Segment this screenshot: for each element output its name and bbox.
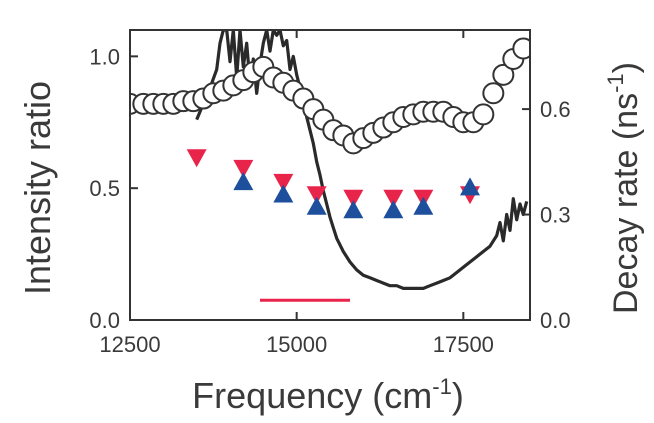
y-right-tick-label: 0.6 — [540, 97, 571, 122]
x-tick-label: 17500 — [433, 332, 494, 357]
data-marks — [130, 30, 530, 302]
up-triangle-point — [306, 196, 327, 215]
y-right-tick-label: 0.3 — [540, 203, 571, 228]
up-triangle-point — [413, 196, 434, 215]
y-right-tick-label: 0.0 — [540, 308, 571, 333]
down-triangle-point — [233, 159, 254, 178]
y-axis-right-title: Decay rate (ns-1) — [603, 62, 645, 314]
up-triangle-point — [273, 184, 294, 203]
open-circle-point — [492, 63, 515, 86]
y-left-tick-label: 0.0 — [89, 308, 120, 333]
x-axis-title: Frequency (cm-1) — [192, 374, 464, 416]
open-circle-point — [472, 103, 495, 126]
axes: 12500 15000 17500 0.0 0.5 1.0 0.0 0.3 0.6 — [89, 29, 571, 357]
plot-frame — [129, 29, 531, 321]
down-triangle-point — [383, 189, 404, 208]
y-left-tick-label: 1.0 — [89, 44, 120, 69]
y-left-tick-label: 0.5 — [89, 176, 120, 201]
up-triangle-point — [383, 200, 404, 219]
open-circle-point — [512, 37, 530, 60]
open-circle-point — [482, 82, 505, 105]
down-triangle-point — [343, 189, 364, 208]
up-triangle-point — [343, 200, 364, 219]
up-triangle-point — [233, 172, 254, 191]
down-triangle-point — [306, 186, 327, 205]
down-triangle-point — [186, 149, 207, 168]
labels: Frequency (cm-1) Intensity ratio Decay r… — [17, 62, 645, 416]
spectrum-line — [195, 30, 529, 290]
down-triangle-point — [273, 173, 294, 192]
y-axis-left-title: Intensity ratio — [17, 81, 58, 295]
x-tick-label: 12500 — [99, 332, 160, 357]
up-triangle-point — [460, 177, 480, 196]
x-tick-label: 15000 — [266, 332, 327, 357]
